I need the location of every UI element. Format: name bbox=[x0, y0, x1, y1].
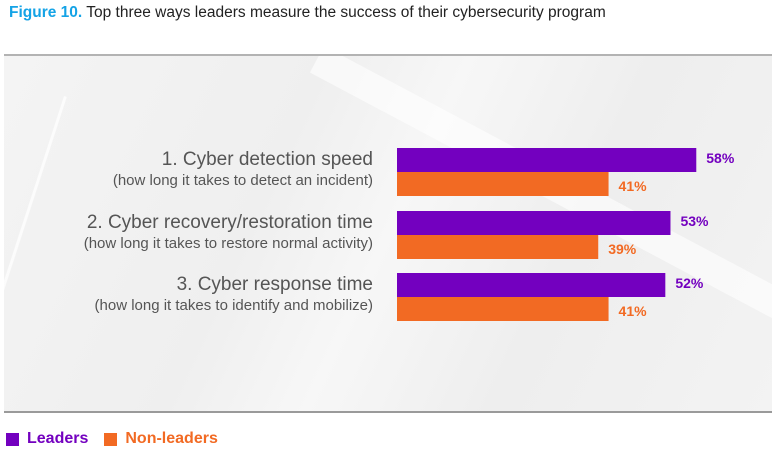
data-label-leaders: 53% bbox=[680, 213, 709, 229]
legend-item-leaders: Leaders bbox=[6, 430, 88, 448]
category-sub: (how long it takes to restore normal act… bbox=[83, 235, 373, 252]
legend-swatch-leaders bbox=[6, 432, 19, 446]
bar-leaders bbox=[397, 211, 671, 235]
bar-non-leaders bbox=[397, 297, 609, 321]
bar-non-leaders bbox=[397, 235, 599, 259]
category-sub: (how long it takes to identify and mobil… bbox=[94, 297, 373, 314]
category-main: 3. Cyber response time bbox=[176, 274, 373, 295]
category-main: 2. Cyber recovery/restoration time bbox=[86, 212, 373, 233]
data-label-non-leaders: 41% bbox=[619, 303, 648, 319]
bar-leaders bbox=[397, 273, 666, 297]
data-label-non-leaders: 39% bbox=[608, 241, 637, 257]
category-label: 3. Cyber response time (how long it take… bbox=[95, 274, 373, 315]
legend-label-leaders: Leaders bbox=[27, 430, 89, 447]
data-label-non-leaders: 41% bbox=[619, 178, 648, 194]
data-label-leaders: 52% bbox=[675, 275, 704, 291]
figure-title: Figure 10. Top three ways leaders measur… bbox=[9, 4, 606, 22]
legend: Leaders Non-leaders bbox=[6, 430, 234, 448]
category-label: 1. Cyber detection speed (how long it ta… bbox=[113, 149, 373, 190]
legend-item-non-leaders: Non-leaders bbox=[104, 430, 218, 448]
category-sub: (how long it takes to detect an incident… bbox=[112, 172, 373, 189]
bar-non-leaders bbox=[397, 172, 609, 196]
category-label: 2. Cyber recovery/restoration time (how … bbox=[84, 212, 373, 253]
category-main: 1. Cyber detection speed bbox=[161, 149, 373, 170]
data-label-leaders: 58% bbox=[706, 150, 735, 166]
bar-leaders bbox=[397, 148, 697, 172]
figure-title-text: Top three ways leaders measure the succe… bbox=[86, 4, 606, 21]
legend-swatch-non-leaders bbox=[104, 432, 118, 446]
figure-label: Figure 10. bbox=[9, 4, 83, 21]
legend-label-non-leaders: Non-leaders bbox=[125, 430, 218, 447]
